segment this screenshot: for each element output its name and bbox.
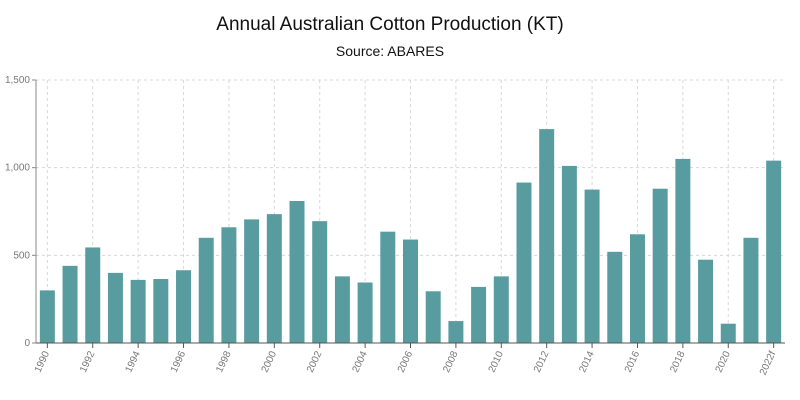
x-tick-label: 1996	[169, 349, 189, 374]
bars	[39, 129, 782, 343]
bar-1991	[62, 265, 78, 343]
bar-2010	[493, 276, 509, 343]
bar-2011	[516, 182, 532, 343]
bar-2013	[561, 165, 577, 343]
bar-2000	[266, 214, 282, 343]
x-tick-label: 1998	[214, 349, 234, 374]
bar-1998	[221, 227, 237, 343]
x-tick-label: 2014	[577, 349, 597, 374]
bar-1996	[176, 270, 192, 343]
bar-1997	[198, 237, 214, 343]
bar-2017	[652, 188, 668, 343]
x-tick-label: 2016	[623, 349, 643, 374]
x-tick-label: 2008	[441, 349, 461, 374]
x-tick-label: 2006	[396, 349, 416, 374]
bar-2020	[720, 323, 736, 343]
x-tick-label: 2010	[487, 349, 507, 374]
y-tick-label: 500	[13, 250, 30, 261]
chart-title: Annual Australian Cotton Production (KT)	[216, 14, 564, 35]
x-tick-label: 2002	[305, 349, 325, 374]
bar-2005	[380, 231, 396, 343]
x-axis-labels: 1990 1992 1994 1996 1998 2000 2002 2004 2006 2008…	[33, 349, 779, 377]
y-tick-label: 1,500	[5, 75, 30, 86]
x-tick-label: 2012	[532, 349, 552, 374]
x-tick-label: 2022f	[758, 349, 779, 377]
y-tick-label: 0	[24, 338, 30, 349]
bar-1990	[39, 290, 55, 343]
x-tick-label: 2004	[350, 349, 370, 374]
bar-2006	[403, 239, 418, 343]
bar-1993	[107, 272, 123, 343]
bar-2022f	[766, 160, 782, 343]
bar-1992	[85, 247, 101, 343]
bar-2008	[448, 321, 464, 343]
x-tick-label: 2018	[668, 349, 688, 374]
bar-2003	[334, 276, 350, 343]
x-tick-label: 1992	[78, 349, 98, 374]
x-tick-label: 2000	[260, 349, 280, 374]
bar-2001	[289, 200, 305, 343]
bar-2012	[539, 129, 555, 343]
bar-2004	[357, 282, 373, 343]
y-tick-label: 1,000	[5, 163, 30, 174]
bar-2009	[471, 286, 487, 343]
x-tick-label: 1990	[33, 349, 53, 374]
y-axis-labels: 0 500 1,000 1,500	[5, 75, 30, 349]
x-tick-label: 1994	[123, 349, 143, 374]
bar-2014	[584, 189, 600, 343]
bar-2016	[629, 234, 645, 343]
bar-2018	[675, 158, 691, 343]
x-tick-label: 2020	[714, 349, 734, 374]
bar-2015	[607, 251, 623, 343]
bar-1999	[244, 219, 260, 343]
bar-2007	[425, 291, 441, 343]
bar-1994	[130, 279, 146, 343]
gridlines	[36, 79, 785, 343]
chart-subtitle: Source: ABARES	[335, 43, 445, 59]
bar-2002	[312, 221, 328, 343]
bar-2021	[743, 237, 759, 343]
axes	[32, 79, 785, 348]
bar-2019	[698, 259, 714, 343]
bar-1995	[153, 279, 169, 343]
